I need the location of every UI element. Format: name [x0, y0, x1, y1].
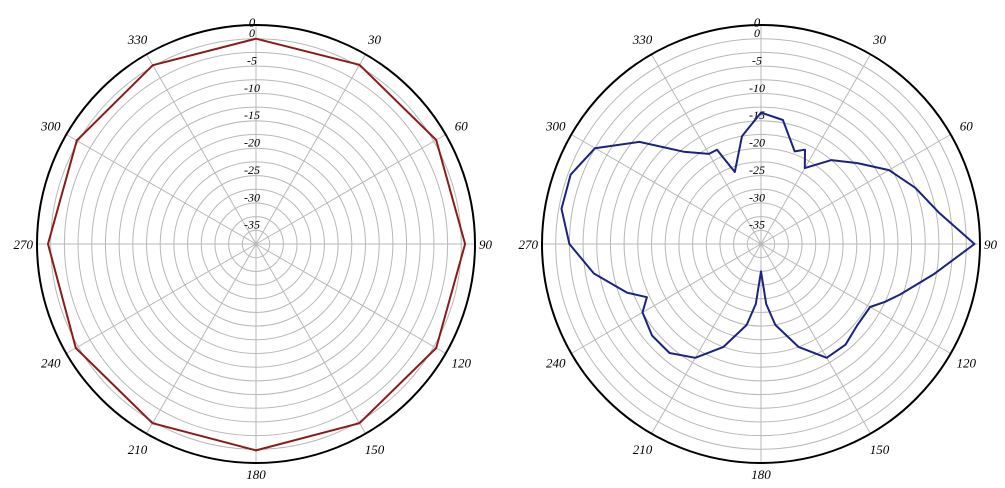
angle-tick-label: 240: [546, 356, 566, 371]
angle-tick-label: 0: [754, 15, 761, 30]
grid-spoke: [760, 134, 951, 245]
grid-spoke: [571, 243, 762, 354]
grid-spoke: [66, 134, 257, 245]
grid-spoke: [651, 54, 762, 245]
radial-tick-label: 0: [754, 26, 760, 40]
radial-tick-label: -15: [749, 108, 765, 122]
grid-spoke: [255, 243, 366, 434]
radial-tick-label: -30: [244, 190, 260, 204]
radial-tick-label: -5: [247, 53, 257, 67]
angle-tick-label: 210: [128, 442, 148, 457]
radial-tick-label: -35: [749, 218, 765, 232]
angle-tick-label: 120: [451, 356, 471, 371]
angle-tick-label: 330: [127, 32, 148, 47]
series-line: [560, 111, 976, 359]
grid-spoke: [651, 243, 762, 434]
angle-tick-label: 180: [751, 467, 771, 482]
angle-tick-label: 0: [249, 15, 256, 30]
grid-spoke: [146, 243, 257, 434]
angle-tick-label: 90: [479, 237, 493, 252]
grid-spoke: [255, 243, 446, 354]
angle-tick-label: 270: [14, 237, 34, 252]
outer-ring: [36, 24, 476, 464]
radial-tick-label: -5: [752, 53, 762, 67]
angle-tick-label: 150: [870, 442, 890, 457]
grid-spoke: [66, 243, 257, 354]
angle-tick-label: 150: [365, 442, 385, 457]
grid-spoke: [760, 54, 871, 245]
radial-tick-label: -20: [244, 136, 260, 150]
series-line: [47, 37, 467, 452]
angle-tick-label: 330: [632, 32, 653, 47]
radial-tick-label: -25: [749, 163, 765, 177]
angle-tick-label: 240: [41, 356, 61, 371]
polar-chart-left: 0 -5 -10 -15 -20 -25 -30 -35 0 30 60 90 120 150 180 210…: [14, 15, 493, 482]
angle-tick-label: 270: [519, 237, 539, 252]
angle-tick-label: 30: [872, 32, 887, 47]
grid-spoke: [255, 54, 366, 245]
radial-tick-label: -10: [749, 81, 765, 95]
radial-tick-label: -25: [244, 163, 260, 177]
grid-spoke: [760, 243, 871, 434]
grid-spoke: [571, 134, 762, 245]
radial-tick-label: -20: [749, 136, 765, 150]
radial-tick-label: -30: [749, 190, 765, 204]
radial-tick-label: 0: [249, 26, 255, 40]
grid-spoke: [146, 54, 257, 245]
radial-tick-label: -35: [244, 218, 260, 232]
angle-tick-label: 180: [246, 467, 266, 482]
grid-spoke: [760, 243, 951, 354]
outer-ring: [541, 24, 981, 464]
polar-chart-right: 0 -5 -10 -15 -20 -25 -30 -35 0 30 60 90 120 150 180 210…: [519, 15, 998, 482]
angle-tick-label: 300: [545, 119, 566, 134]
angle-tick-label: 60: [960, 119, 974, 134]
angle-tick-label: 60: [455, 119, 469, 134]
grid-spoke: [255, 134, 446, 245]
angle-tick-label: 120: [956, 356, 976, 371]
angle-tick-label: 210: [633, 442, 653, 457]
radial-tick-label: -15: [244, 108, 260, 122]
radial-tick-label: -10: [244, 81, 260, 95]
angle-tick-label: 30: [367, 32, 382, 47]
angle-tick-label: 300: [40, 119, 61, 134]
angle-tick-label: 90: [984, 237, 998, 252]
